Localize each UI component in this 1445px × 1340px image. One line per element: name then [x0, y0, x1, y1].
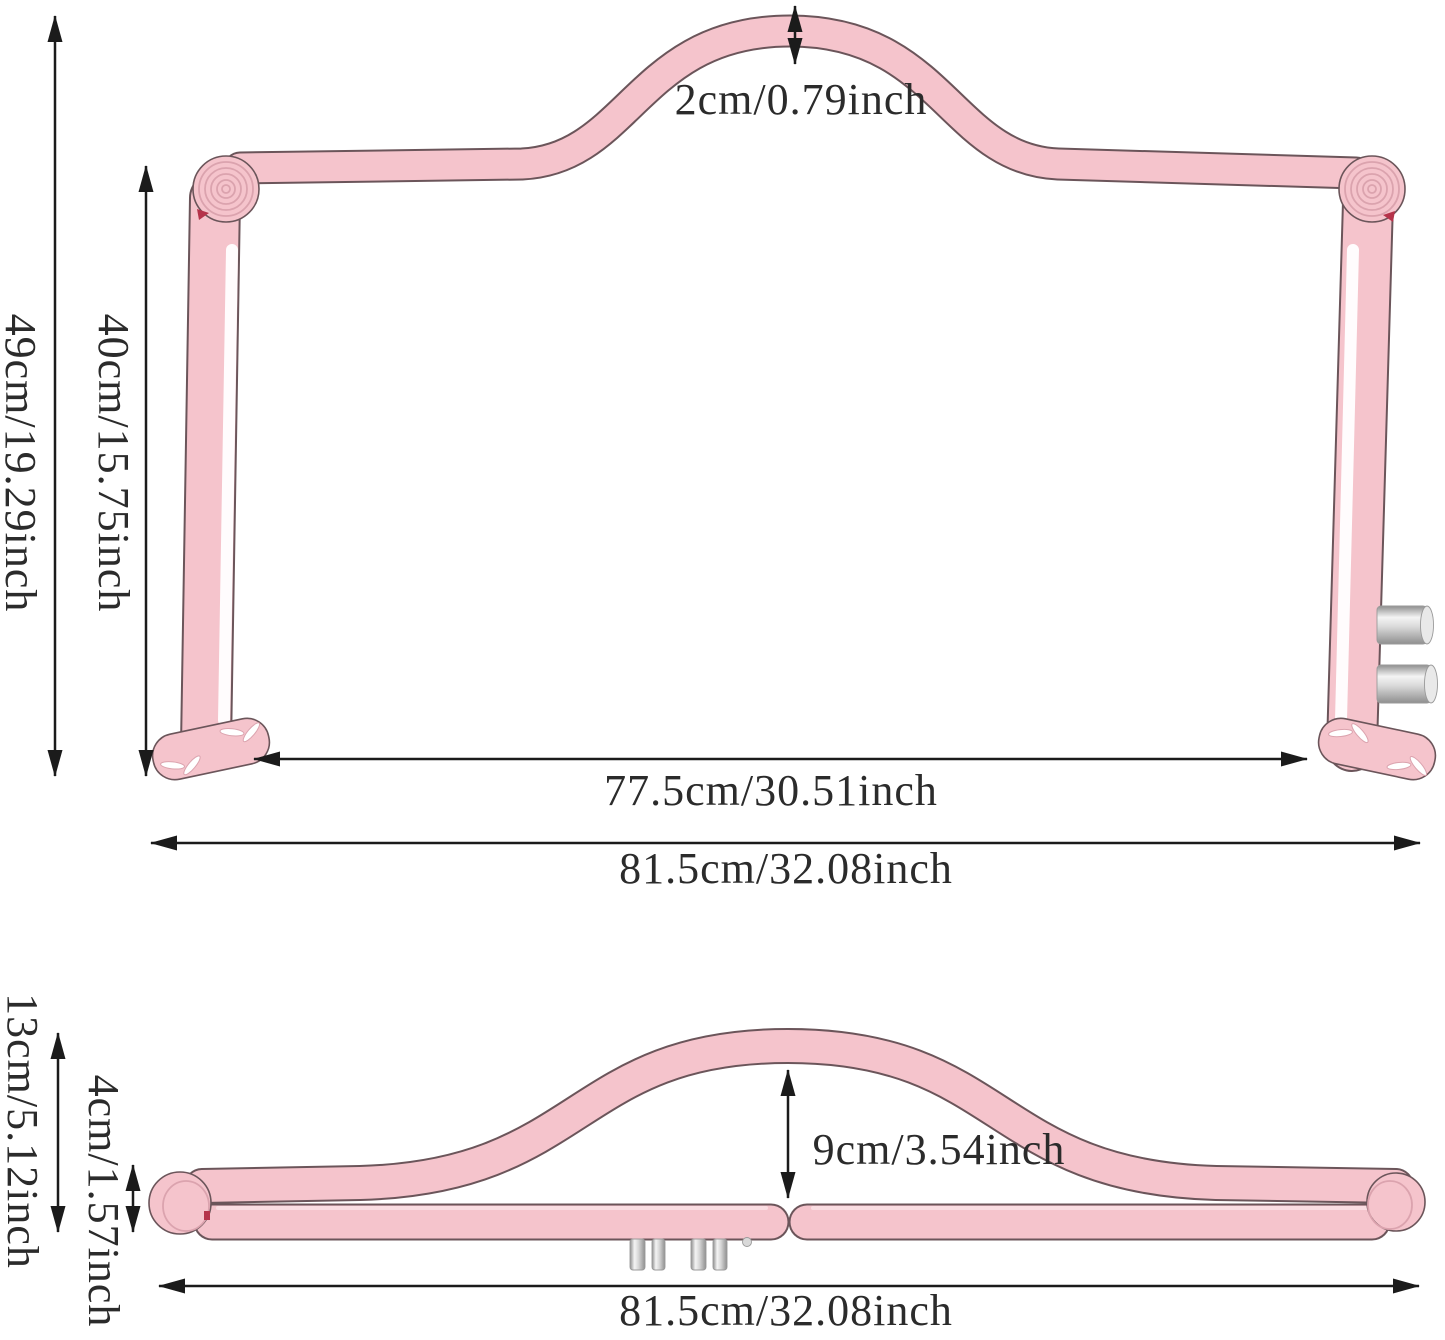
folded-light-bar-left	[193, 1203, 790, 1241]
right-hinge	[1338, 155, 1406, 223]
folded-light-bar-right	[788, 1203, 1391, 1241]
folded-knobs	[629, 1237, 752, 1271]
folded-lamp-figure	[148, 1027, 1426, 1271]
outer-height-label: 49cm/19.29inch	[0, 313, 45, 613]
right-leg	[1326, 176, 1394, 772]
standing-lamp-figure	[151, 14, 1438, 781]
folded-bar-thickness-label: 4cm/1.57inch	[79, 1074, 128, 1328]
folded-width-label: 81.5cm/32.08inch	[619, 1286, 953, 1335]
left-leg	[180, 172, 241, 772]
folded-dimensions	[50, 1032, 1420, 1294]
left-hinge	[192, 155, 260, 223]
outer-width-label: 81.5cm/32.08inch	[619, 844, 953, 893]
folded-left-end-cap	[148, 1171, 212, 1235]
folded-height-label: 13cm/5.12inch	[0, 993, 47, 1269]
control-knobs	[1376, 605, 1438, 704]
inner-width-label: 77.5cm/30.51inch	[604, 766, 938, 815]
right-foot	[1317, 717, 1437, 781]
standing-dimensions	[47, 5, 1421, 851]
folded-arch-bar	[184, 1027, 1414, 1204]
folded-arch-rise-label: 9cm/3.54inch	[812, 1125, 1066, 1174]
left-foot	[151, 717, 271, 781]
inner-height-label: 40cm/15.75inch	[89, 313, 138, 613]
arch-thickness-label: 2cm/0.79inch	[674, 75, 928, 124]
folded-right-end-cap	[1366, 1172, 1426, 1232]
